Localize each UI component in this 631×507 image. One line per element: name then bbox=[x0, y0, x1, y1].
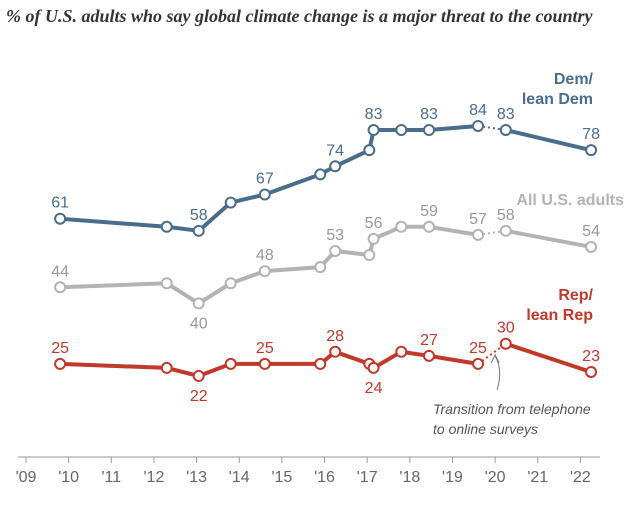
data-point bbox=[54, 212, 67, 225]
data-point bbox=[224, 357, 237, 370]
data-label: 56 bbox=[365, 215, 383, 232]
data-point bbox=[499, 337, 512, 350]
data-label: 53 bbox=[326, 227, 344, 244]
data-point bbox=[314, 168, 327, 181]
data-label: 48 bbox=[256, 247, 274, 264]
data-point bbox=[472, 228, 485, 241]
data-label: 54 bbox=[582, 223, 600, 240]
x-tick-label: '20 bbox=[485, 469, 506, 486]
annotation-arrow bbox=[494, 355, 501, 391]
data-label: 58 bbox=[190, 207, 208, 224]
data-label: 84 bbox=[469, 102, 487, 119]
x-tick-label: '15 bbox=[271, 469, 292, 486]
x-tick-label: '19 bbox=[442, 469, 463, 486]
series-line bbox=[505, 128, 592, 153]
x-tick-label: '21 bbox=[527, 469, 548, 486]
data-label: 83 bbox=[365, 106, 383, 123]
data-point bbox=[314, 261, 327, 274]
data-point bbox=[192, 297, 205, 310]
data-point bbox=[160, 361, 173, 374]
x-tick-label: '11 bbox=[101, 469, 121, 486]
data-label: 61 bbox=[51, 195, 69, 212]
data-point bbox=[329, 160, 342, 173]
x-tick-label: '18 bbox=[399, 469, 420, 486]
data-label: 25 bbox=[469, 340, 487, 357]
data-label: 30 bbox=[497, 320, 515, 337]
data-point bbox=[224, 277, 237, 290]
data-point bbox=[367, 232, 380, 245]
series-name-label: lean Rep bbox=[526, 307, 593, 324]
data-point bbox=[192, 224, 205, 237]
data-point bbox=[395, 220, 408, 233]
data-label: 57 bbox=[469, 211, 487, 228]
data-point bbox=[258, 188, 271, 201]
data-point bbox=[367, 361, 380, 374]
x-tick-label: '10 bbox=[58, 469, 79, 486]
data-point bbox=[367, 124, 380, 136]
data-point bbox=[363, 144, 376, 157]
chart-title: % of U.S. adults who say global climate … bbox=[6, 6, 593, 26]
data-point bbox=[160, 277, 173, 290]
data-point bbox=[472, 119, 485, 132]
series-name-label: Rep/ bbox=[558, 287, 593, 304]
data-point bbox=[258, 357, 271, 370]
data-point bbox=[192, 370, 205, 382]
data-label: 25 bbox=[51, 340, 69, 357]
data-label: 28 bbox=[326, 328, 344, 345]
data-label: 23 bbox=[582, 348, 600, 365]
series-name-label: Dem/ bbox=[554, 71, 594, 88]
data-point bbox=[472, 357, 485, 370]
data-label: 67 bbox=[256, 171, 274, 188]
series-line bbox=[60, 224, 479, 306]
data-label: 83 bbox=[420, 106, 438, 123]
data-point bbox=[258, 265, 271, 278]
data-label: 59 bbox=[420, 203, 438, 220]
data-point bbox=[395, 124, 408, 136]
data-point bbox=[160, 220, 173, 233]
data-point bbox=[423, 220, 436, 233]
data-point bbox=[329, 244, 342, 257]
x-tick-label: '16 bbox=[314, 469, 335, 486]
data-point bbox=[224, 196, 237, 209]
x-tick-label: '22 bbox=[570, 469, 591, 486]
annotation-text: Transition from telephone bbox=[433, 401, 591, 417]
data-point bbox=[423, 349, 436, 362]
data-point bbox=[423, 124, 436, 136]
data-point bbox=[363, 249, 376, 262]
x-tick-label: '14 bbox=[229, 469, 250, 486]
series-name-label: All U.S. adults bbox=[516, 192, 624, 209]
data-point bbox=[585, 365, 598, 378]
x-tick-label: '09 bbox=[16, 469, 37, 486]
annotation-arrowhead bbox=[490, 353, 500, 364]
data-point bbox=[585, 144, 598, 157]
data-label: 83 bbox=[497, 106, 515, 123]
x-tick-label: '12 bbox=[144, 469, 165, 486]
data-point bbox=[395, 345, 408, 358]
data-label: 74 bbox=[326, 142, 344, 159]
data-label: 25 bbox=[256, 340, 274, 357]
data-label: 27 bbox=[420, 332, 438, 349]
x-tick-label: '17 bbox=[357, 469, 378, 486]
data-point bbox=[499, 224, 512, 237]
annotation-text: to online surveys bbox=[433, 421, 538, 437]
data-point bbox=[54, 281, 67, 294]
data-point bbox=[54, 357, 67, 370]
data-label: 58 bbox=[497, 207, 515, 224]
data-point bbox=[329, 345, 342, 358]
data-label: 22 bbox=[190, 388, 208, 405]
data-point bbox=[499, 124, 512, 136]
data-label: 44 bbox=[51, 263, 69, 280]
data-point bbox=[314, 357, 327, 370]
data-label: 24 bbox=[365, 380, 383, 397]
x-tick-label: '13 bbox=[186, 469, 207, 486]
data-label: 40 bbox=[190, 315, 208, 332]
data-label: 78 bbox=[582, 126, 600, 143]
series-name-label: lean Dem bbox=[522, 91, 593, 108]
series-line bbox=[505, 228, 592, 249]
series-line bbox=[505, 341, 592, 374]
data-point bbox=[585, 240, 598, 253]
